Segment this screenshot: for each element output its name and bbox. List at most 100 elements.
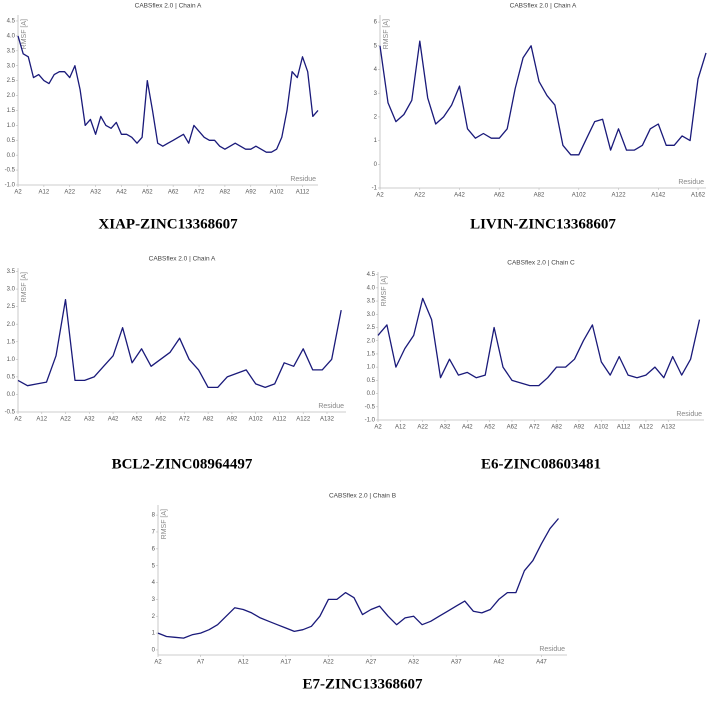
y-tick-label: 0.5 (367, 378, 376, 384)
x-axis-label: Residue (290, 176, 316, 183)
rmsf-line (17, 298, 342, 389)
x-tick-label: A2 (14, 417, 22, 423)
y-tick-label: 1.5 (7, 339, 16, 345)
x-tick-label: A162 (691, 193, 706, 199)
x-tick-label: A122 (612, 193, 627, 199)
y-tick-label: -0.5 (5, 410, 16, 416)
x-tick-label: A7 (197, 660, 205, 666)
y-tick-label: 3.5 (367, 299, 376, 305)
x-tick-label: A112 (296, 190, 310, 196)
y-axis-label: RMSF [A] (161, 509, 168, 539)
y-tick-label: -1.0 (5, 183, 16, 189)
y-tick-label: 3.5 (7, 269, 16, 275)
x-tick-label: A22 (323, 660, 334, 666)
x-tick-label: A142 (651, 193, 666, 199)
x-tick-label: A2 (14, 190, 22, 196)
x-tick-label: A47 (536, 660, 547, 666)
y-tick-label: 3 (374, 91, 378, 97)
y-tick-label: 2 (152, 614, 156, 620)
y-tick-label: 2 (374, 114, 378, 120)
x-tick-label: A92 (574, 425, 585, 431)
y-tick-label: 3 (152, 597, 156, 603)
x-axis-label: Residue (676, 411, 702, 418)
x-tick-label: A22 (60, 417, 71, 423)
y-axis-label: RMSF [A] (383, 19, 390, 49)
x-tick-label: A22 (414, 193, 425, 199)
y-tick-label: 5 (374, 43, 378, 49)
x-tick-label: A112 (617, 425, 631, 431)
y-tick-label: 1.0 (7, 123, 16, 129)
y-tick-label: 1 (374, 138, 378, 144)
x-tick-label: A32 (90, 190, 101, 196)
x-tick-label: A32 (408, 660, 419, 666)
y-tick-label: 3.5 (7, 48, 16, 54)
x-tick-label: A12 (238, 660, 249, 666)
x-tick-label: A12 (39, 190, 50, 196)
y-axis-label: RMSF [A] (21, 272, 28, 302)
x-tick-label: A82 (551, 425, 562, 431)
chart-title: CABSflex 2.0 | Chain A (510, 3, 577, 10)
x-tick-label: A72 (179, 417, 190, 423)
y-tick-label: 3.0 (367, 312, 376, 318)
x-tick-label: A42 (116, 190, 127, 196)
x-tick-label: A2 (376, 193, 384, 199)
chart-title: CABSflex 2.0 | Chain B (329, 493, 396, 500)
y-axis-label: RMSF [A] (21, 19, 28, 49)
x-tick-label: A2 (374, 425, 382, 431)
caption: BCL2-ZINC08964497 (112, 456, 253, 472)
x-tick-label: A102 (249, 417, 264, 423)
x-tick-label: A22 (417, 425, 428, 431)
y-tick-label: 0.0 (7, 153, 16, 159)
x-tick-label: A32 (84, 417, 95, 423)
y-tick-label: 0.0 (7, 392, 16, 398)
y-tick-label: 2.0 (367, 338, 376, 344)
chart-title: CABSflex 2.0 | Chain C (507, 260, 575, 267)
y-tick-label: -0.5 (5, 168, 16, 174)
y-tick-label: -0.5 (365, 404, 376, 410)
y-tick-label: 1.5 (7, 108, 16, 114)
y-tick-label: -1 (372, 186, 378, 192)
y-tick-label: 4 (152, 580, 156, 586)
y-tick-label: 4.0 (7, 33, 16, 39)
y-tick-label: 8 (152, 513, 156, 519)
x-tick-label: A92 (227, 417, 238, 423)
y-tick-label: 2.0 (7, 322, 16, 328)
chart-title: CABSflex 2.0 | Chain A (149, 256, 216, 263)
x-tick-label: A2 (154, 660, 162, 666)
y-tick-label: 2.5 (367, 325, 376, 331)
x-tick-label: A22 (64, 190, 75, 196)
y-tick-label: 4 (374, 67, 378, 73)
y-tick-label: 2.5 (7, 78, 16, 84)
x-tick-label: A42 (454, 193, 465, 199)
x-tick-label: A62 (494, 193, 505, 199)
x-tick-label: A62 (168, 190, 179, 196)
x-tick-label: A32 (440, 425, 451, 431)
y-tick-label: 4.5 (7, 19, 16, 25)
x-tick-label: A42 (493, 660, 504, 666)
y-tick-label: 1 (152, 631, 156, 637)
rmsf-line (377, 297, 701, 387)
y-tick-label: 3.0 (7, 287, 16, 293)
x-tick-label: A92 (245, 190, 256, 196)
x-axis-label: Residue (318, 403, 344, 410)
rmsf-line (157, 518, 559, 639)
caption: E7-ZINC13368607 (302, 676, 423, 692)
y-axis-label: RMSF [A] (381, 276, 388, 306)
x-tick-label: A72 (529, 425, 540, 431)
x-tick-label: A102 (270, 190, 285, 196)
rmsf-line (379, 40, 707, 156)
y-tick-label: 7 (152, 530, 156, 536)
x-tick-label: A37 (451, 660, 462, 666)
x-tick-label: A122 (639, 425, 654, 431)
x-axis-label: Residue (678, 179, 704, 186)
x-tick-label: A42 (462, 425, 473, 431)
x-tick-label: A82 (220, 190, 231, 196)
x-tick-label: A17 (280, 660, 291, 666)
x-tick-label: A62 (155, 417, 166, 423)
y-tick-label: 2.5 (7, 304, 16, 310)
x-tick-label: A52 (484, 425, 495, 431)
x-tick-label: A52 (131, 417, 142, 423)
y-tick-label: 0 (152, 648, 156, 654)
caption: LIVIN-ZINC13368607 (470, 216, 616, 232)
